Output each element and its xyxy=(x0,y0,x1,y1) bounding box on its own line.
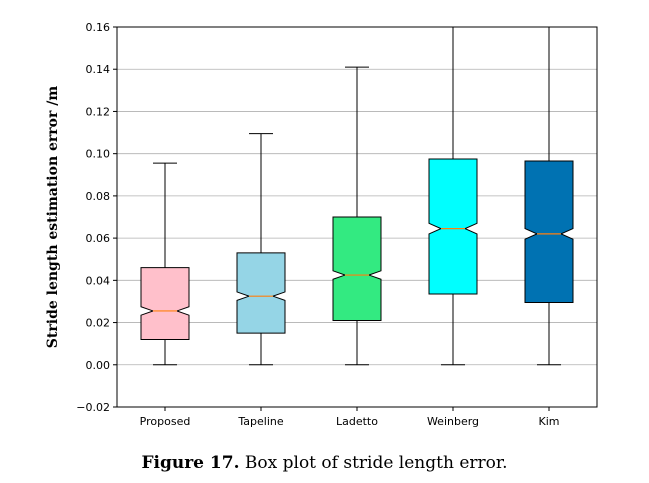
figure-number: Figure 17. xyxy=(141,453,240,473)
x-axis-ticks: Proposed Tapeline Ladetto Weinberg Kim xyxy=(140,407,560,428)
box-plot-chart: −0.02 0.00 0.02 0.04 0.06 0.08 0.10 0.12 0.14 0.1… xyxy=(45,21,598,428)
caption-text: Box plot of stride length error. xyxy=(239,453,508,473)
y-tick-label: −0.02 xyxy=(76,401,110,414)
box-proposed xyxy=(140,162,190,366)
y-axis-ticks: −0.02 0.00 0.02 0.04 0.06 0.08 0.10 0.12 0.14 0.1… xyxy=(76,21,117,414)
x-tick-label: Kim xyxy=(539,415,560,428)
box-tapeline xyxy=(236,133,286,366)
box-ladetto xyxy=(332,66,382,366)
x-tick-label: Ladetto xyxy=(336,415,378,428)
box-weinberg xyxy=(428,26,478,366)
y-tick-label: 0.02 xyxy=(86,317,111,330)
y-tick-label: 0.04 xyxy=(86,274,111,287)
notched-box xyxy=(524,160,574,303)
y-tick-label: 0.14 xyxy=(86,63,111,76)
y-tick-label: 0.08 xyxy=(86,190,111,203)
x-tick-label: Proposed xyxy=(140,415,191,428)
x-tick-label: Tapeline xyxy=(237,415,283,428)
y-tick-label: 0.00 xyxy=(86,359,111,372)
box-series xyxy=(140,26,574,366)
notched-box xyxy=(140,267,190,340)
figure-caption: Figure 17. Box plot of stride length err… xyxy=(0,453,649,473)
y-tick-label: 0.12 xyxy=(86,105,111,118)
notched-box xyxy=(236,252,286,334)
y-tick-label: 0.10 xyxy=(86,148,111,161)
y-axis-label: Stride length estimation error /m xyxy=(45,86,61,349)
box-kim xyxy=(524,26,574,366)
x-tick-label: Weinberg xyxy=(427,415,479,428)
notched-box xyxy=(332,216,382,321)
notched-box xyxy=(428,158,478,295)
y-tick-label: 0.16 xyxy=(86,21,111,34)
y-tick-label: 0.06 xyxy=(86,232,111,245)
